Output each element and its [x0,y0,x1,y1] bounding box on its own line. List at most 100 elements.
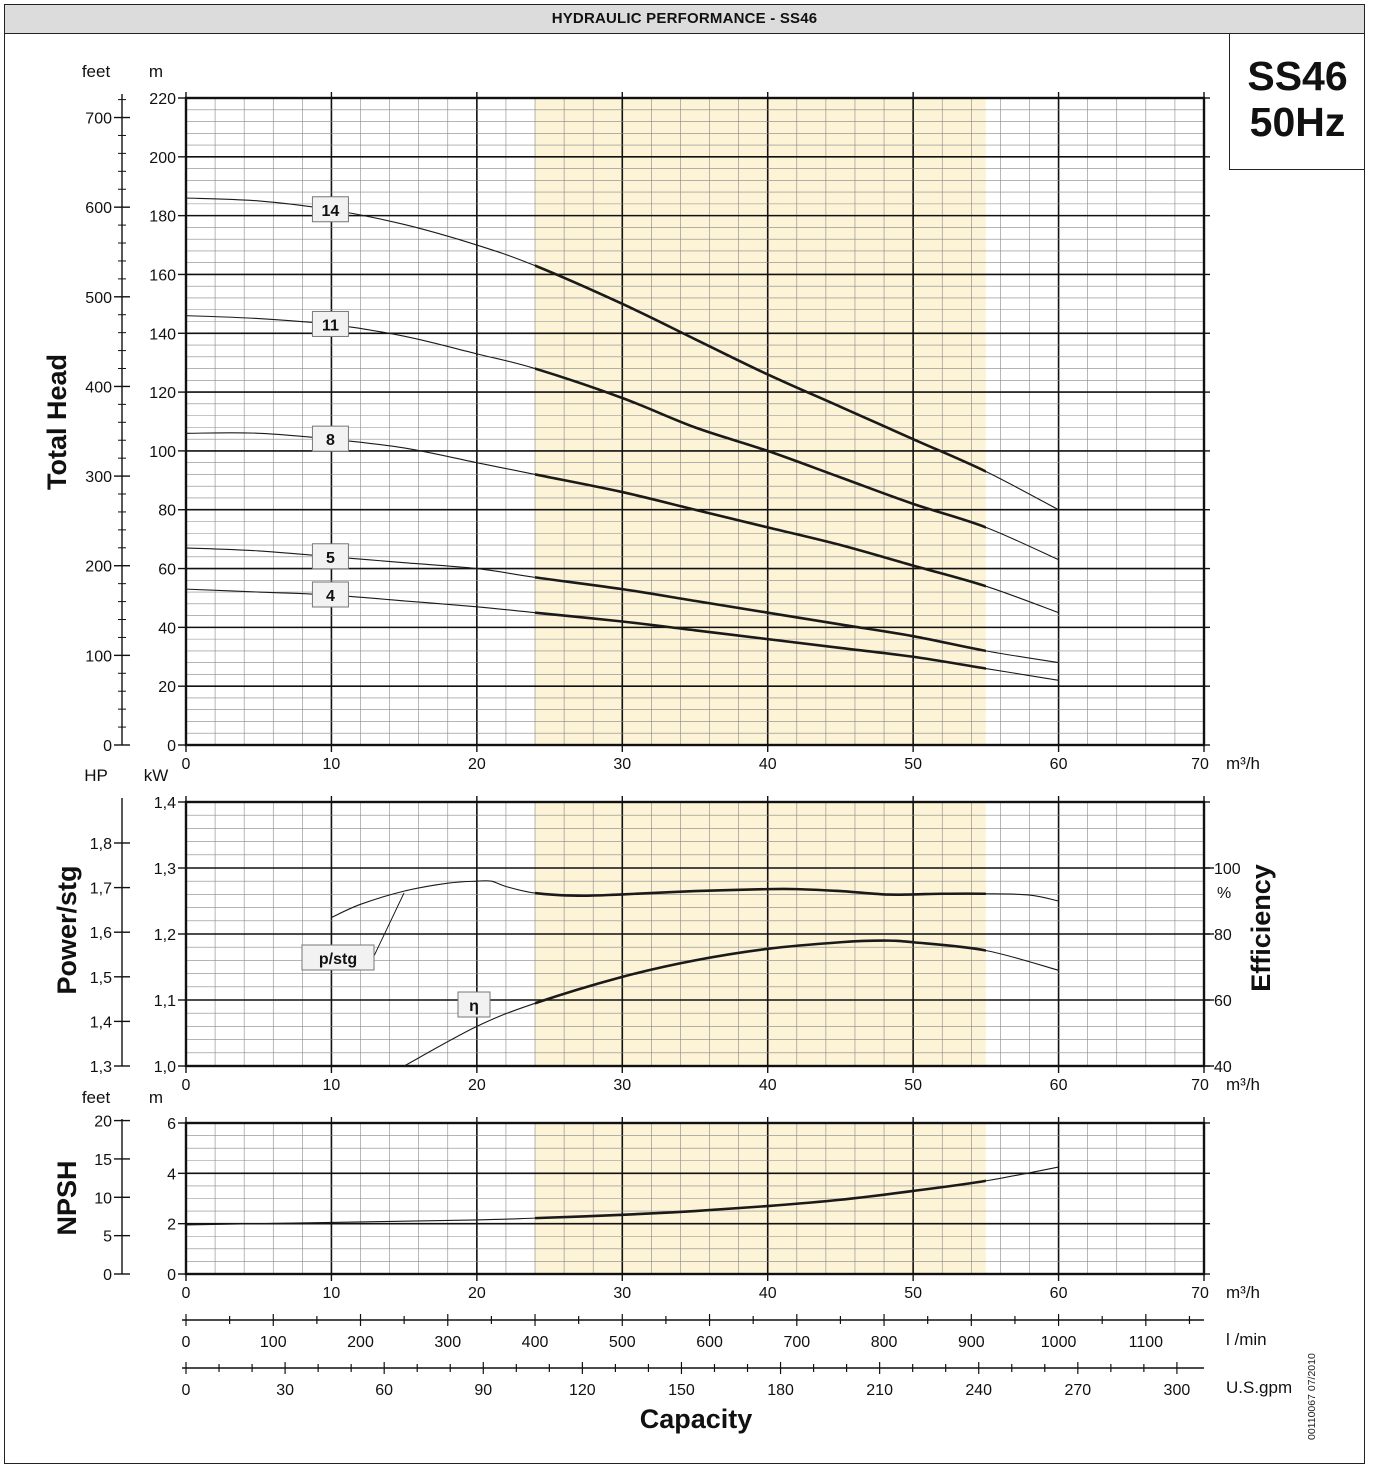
lmin-tick-label: 100 [260,1334,287,1351]
y2-axis-title: Efficiency [1246,864,1276,992]
secondary-tick-label: 100 [85,648,112,665]
x-tick-label: 40 [759,1285,777,1302]
label-eta: η [469,998,479,1015]
lmin-tick-label: 300 [434,1334,461,1351]
efficiency-tick-label: 40 [1214,1059,1232,1076]
y-tick-label: 1,3 [154,861,176,878]
unit-left-label: HP [84,766,108,785]
secondary-tick-label: 5 [103,1229,112,1246]
secondary-tick-label: 700 [85,111,112,128]
panel-power_efficiency: 1,0 1,1 1,2 1,3 1,4 0 10 20 30 40 50 60 70 m³/h p/stg η… [52,766,1276,1094]
curve-14-operating [535,264,986,473]
curve-label-11-box [311,310,349,337]
lmin-tick-label: 0 [182,1334,191,1351]
x-tick-label: 20 [468,756,486,773]
efficiency-tick-label: 100 [1214,861,1241,878]
y-tick-label: 100 [149,444,176,461]
secondary-tick-label: 10 [94,1190,112,1207]
secondary-tick-label: 20 [94,1114,112,1131]
secondary-tick-label: 300 [85,469,112,486]
curve-npsh-operating [535,1179,986,1220]
x-tick-label: 50 [904,1077,922,1094]
y-tick-label: 160 [149,267,176,284]
plot-border [184,1121,1206,1276]
x-tick-label: 40 [759,1077,777,1094]
x-tick-label: 0 [182,1285,191,1302]
x-tick-label: 50 [904,756,922,773]
label-p-stg-box [301,944,375,971]
p-stg-leader [373,892,405,957]
x-tick-label: 0 [182,756,191,773]
secondary-tick-label: 1,4 [90,1014,112,1031]
usgpm-tick-label: 270 [1064,1382,1091,1399]
x-tick-label: 60 [1050,756,1068,773]
y-tick-label: 6 [167,1116,176,1133]
curve-label-8: 8 [326,432,335,449]
secondary-tick-label: 600 [85,200,112,217]
x-tick-label: 40 [759,756,777,773]
secondary-tick-label: 1,3 [90,1059,112,1076]
plot-border [184,96,1206,747]
y-tick-label: 1,1 [154,993,176,1010]
model-box: SS46 50Hz [1229,34,1365,170]
x-tick-label: 10 [323,1285,341,1302]
y-tick-label: 120 [149,385,176,402]
label-eta-box [457,991,491,1018]
curve-label-5-box [311,543,349,570]
secondary-tick-label: 1,5 [90,970,112,987]
curve-label-4-box [311,581,349,608]
y-tick-label: 140 [149,326,176,343]
usgpm-tick-label: 90 [474,1382,492,1399]
lmin-tick-label: 800 [871,1334,898,1351]
y-tick-label: 1,2 [154,927,176,944]
operating-range-shade [535,98,986,745]
x-unit-label: m³/h [1226,754,1260,773]
efficiency-tick-label: 60 [1214,993,1232,1010]
y-tick-label: 80 [158,503,176,520]
usgpm-tick-label: 0 [182,1382,191,1399]
x-tick-label: 20 [468,1077,486,1094]
lmin-tick-label: 700 [783,1334,810,1351]
secondary-tick-label: 1,6 [90,925,112,942]
curve-11-operating [535,367,986,529]
usgpm-tick-label: 150 [668,1382,695,1399]
x-tick-label: 10 [323,1077,341,1094]
usgpm-tick-label: 240 [965,1382,992,1399]
usgpm-tick-label: 120 [569,1382,596,1399]
model-name: SS46 [1247,53,1348,99]
lmin-tick-label: 200 [347,1334,374,1351]
usgpm-tick-label: 30 [276,1382,294,1399]
curve-8-operating [535,473,986,588]
y-tick-label: 20 [158,679,176,696]
unit-left-label: feet [82,1088,111,1107]
curve-label-14: 14 [322,203,340,220]
y-tick-label: 220 [149,91,176,108]
secondary-tick-label: 0 [103,1267,112,1284]
y-axis-title: NPSH [52,1160,82,1235]
y-tick-label: 180 [149,209,176,226]
usgpm-tick-label: 210 [866,1382,893,1399]
x-tick-label: 30 [613,756,631,773]
secondary-tick-label: 400 [85,379,112,396]
curve-label-11: 11 [322,317,339,334]
x-tick-label: 30 [613,1285,631,1302]
y-tick-label: 40 [158,620,176,637]
curve-power-per-stage-operating [535,887,986,898]
lmin-tick-label: 500 [609,1334,636,1351]
secondary-tick-label: 1,8 [90,836,112,853]
x-tick-label: 70 [1191,1077,1209,1094]
x-tick-label: 30 [613,1077,631,1094]
x-tick-label: 70 [1191,756,1209,773]
capacity-axis-title: Capacity [640,1404,753,1434]
y-tick-label: 0 [167,1267,176,1284]
y-tick-label: 4 [167,1166,176,1183]
label-p-stg: p/stg [319,951,357,968]
y-tick-label: 200 [149,150,176,167]
y-tick-label: 60 [158,562,176,579]
usgpm-tick-label: 300 [1164,1382,1191,1399]
efficiency-tick-label: 80 [1214,927,1232,944]
